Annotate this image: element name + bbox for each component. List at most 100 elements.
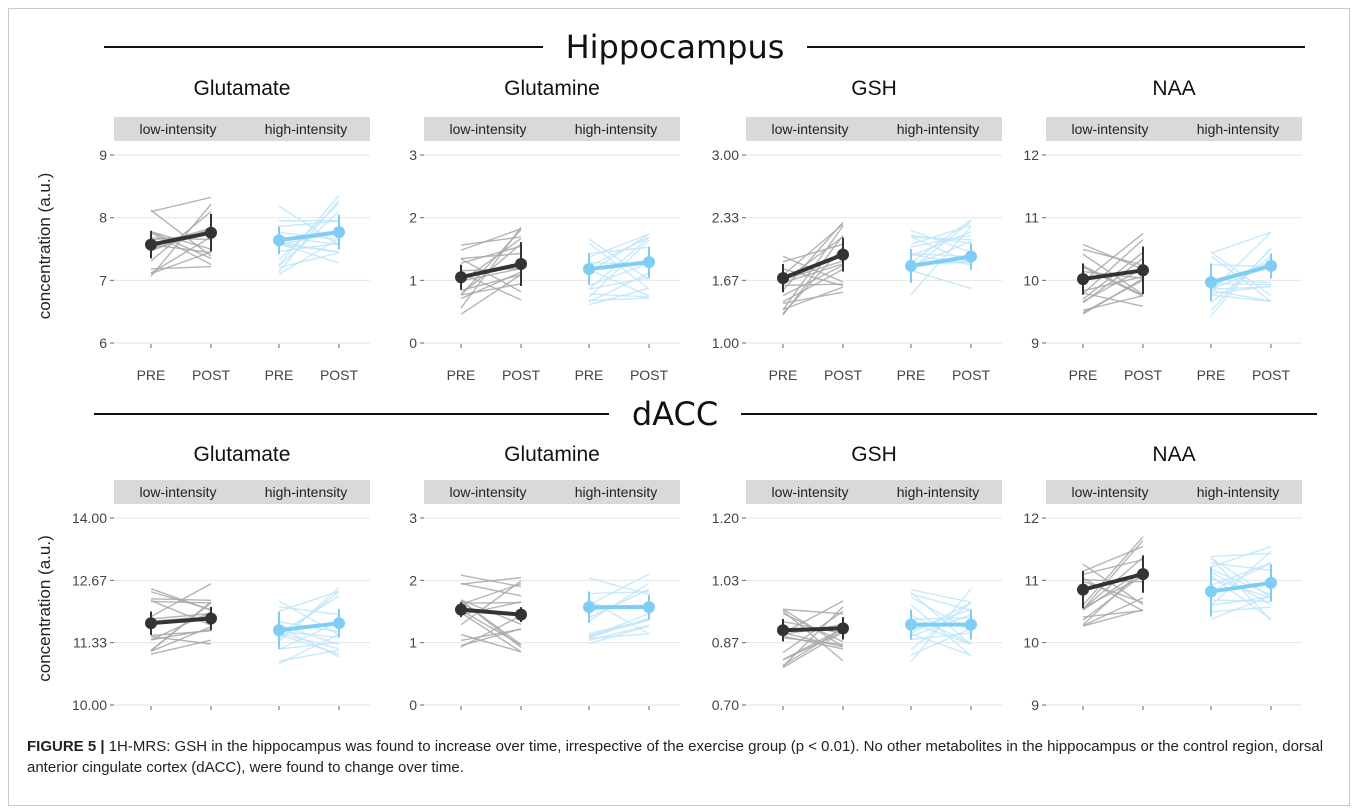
mean-point [273,234,285,247]
subject-line [910,269,972,290]
mean-line [277,230,341,243]
facet-strip [746,480,874,504]
subject-line [588,588,650,619]
subject-line [782,268,844,303]
mean-line [587,260,651,272]
subject-line [460,612,522,653]
subject-line [910,632,972,656]
subject-line [460,583,522,606]
subject-line [588,236,650,267]
subject-line [588,297,650,302]
y-tick-label: 0.87 [712,635,739,651]
y-tick-label: 0.70 [712,697,739,713]
panel-title: NAA [1152,77,1195,100]
facet-label: high-intensity [575,121,658,137]
subject-line [588,582,650,622]
subject-line [150,630,212,637]
subject-line [1082,563,1144,606]
facet-label: high-intensity [897,484,980,500]
subject-line [150,209,212,257]
mean-point [837,248,849,261]
subject-line [782,286,844,311]
subject-line [588,633,650,640]
subject-line [782,627,844,661]
facet-strip [242,117,370,141]
y-tick-label: 2.33 [712,210,739,226]
subject-line [460,236,522,246]
subject-line [1082,239,1144,295]
mean-point [145,238,157,251]
x-tick-label: PRE [137,367,166,383]
mean-point [1077,583,1089,596]
subject-line [910,240,972,267]
subject-line [278,633,340,665]
y-tick-label: 9 [1031,335,1039,351]
mean-point [205,226,217,239]
y-tick-label: 3 [409,147,417,163]
subject-line [1082,257,1144,304]
subject-line [460,228,522,251]
mean-line [909,254,973,268]
y-tick-label: 6 [99,335,107,351]
x-tick-label: PRE [1197,367,1226,383]
subject-line [460,601,522,616]
subject-line [588,573,650,606]
subject-line [588,625,650,645]
mean-point [1265,576,1277,589]
y-axis-title-0: concentration (a.u.) [35,173,54,319]
subject-line [1082,609,1144,627]
mean-point [515,258,527,271]
y-tick-label: 2 [409,210,417,226]
facet-label: low-intensity [1071,484,1148,500]
subject-line [782,637,844,646]
subject-line [910,236,972,241]
panel-title: Glutamine [504,77,600,100]
subject-line [278,252,340,269]
facet-label: high-intensity [897,121,980,137]
facet-strip [874,117,1002,141]
y-tick-label: 12.67 [72,572,107,588]
subject-line [910,234,972,248]
subject-line [588,293,650,298]
subject-line [460,226,522,309]
x-tick-label: POST [1252,367,1291,383]
subject-line [1210,264,1272,268]
subject-line [910,224,972,245]
mean-point [837,622,849,635]
subject-line [588,577,650,595]
mean-point [1205,276,1217,289]
subject-line [1210,595,1272,607]
mean-point [643,256,655,269]
subject-line [278,605,340,616]
subject-line [278,632,340,650]
subject-line [1210,294,1272,303]
y-tick-label: 7 [99,272,107,288]
y-tick-label: 11.33 [73,635,107,651]
subject-line [278,238,340,275]
subject-line [278,241,340,253]
caption-text: 1H-MRS: GSH in the hippocampus was found… [27,738,1324,776]
facet-label: low-intensity [771,121,848,137]
subject-line [782,610,844,654]
x-tick-label: PRE [575,367,604,383]
mean-point [1137,264,1149,277]
mean-point [1205,585,1217,598]
y-tick-label: 9 [1031,697,1039,713]
subject-line [588,276,650,291]
subject-line [782,223,844,276]
subject-line [782,283,844,287]
x-tick-label: POST [952,367,991,383]
mean-point [333,226,345,239]
subject-line [150,251,212,275]
subject-line [460,576,522,585]
mean-point [1077,273,1089,286]
mean-line [277,621,341,633]
subject-line [1082,275,1144,292]
subject-line [910,220,972,270]
x-tick-label: POST [502,367,541,383]
y-tick-label: 0 [409,335,417,351]
subject-line [782,260,844,281]
subject-line [1210,282,1272,286]
mean-line [1081,572,1145,592]
y-tick-label: 1.67 [712,272,739,288]
